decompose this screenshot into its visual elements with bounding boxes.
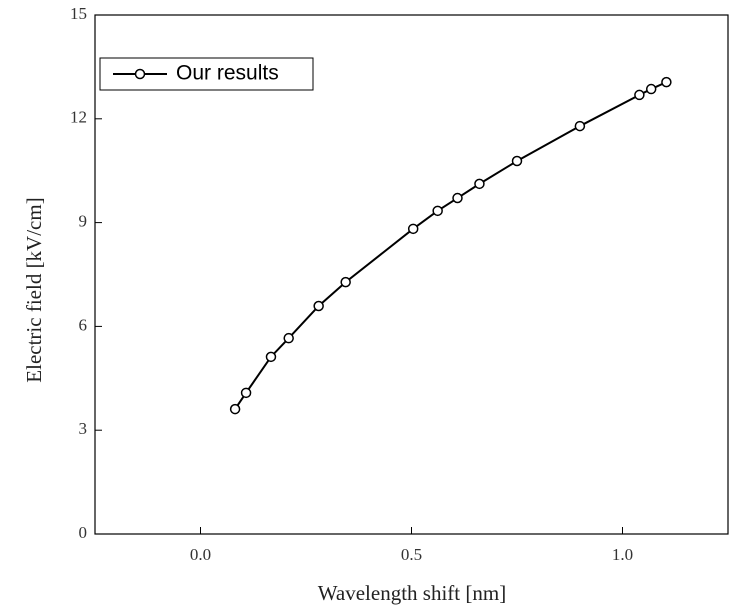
point	[511, 155, 523, 167]
point	[283, 332, 294, 344]
y-tick-label: 3	[79, 419, 88, 438]
point	[634, 89, 645, 101]
x-tick-label: 0.0	[190, 545, 211, 564]
y-axis-label: Electric field [kV/cm]	[22, 197, 46, 382]
point	[229, 403, 241, 415]
legend-marker	[134, 68, 146, 80]
point	[340, 276, 351, 288]
y-tick-label: 12	[70, 108, 87, 127]
point	[661, 76, 672, 88]
plot-frame	[94, 14, 729, 535]
point	[452, 192, 463, 204]
y-tick-label: 6	[79, 315, 88, 334]
line	[234, 81, 667, 410]
point	[313, 300, 324, 312]
point	[265, 351, 277, 363]
y-tick-label: 15	[70, 4, 87, 23]
y-tick-label: 0	[79, 523, 88, 542]
legend-label: Our results	[176, 62, 279, 85]
point	[645, 83, 657, 95]
point	[574, 120, 586, 132]
point	[432, 205, 443, 217]
point	[407, 223, 419, 235]
x-tick-label: 1.0	[612, 545, 633, 564]
x-axis-label: Wavelength shift [nm]	[318, 581, 506, 605]
point	[474, 178, 485, 190]
y-tick-label: 9	[79, 212, 88, 231]
x-tick-label: 0.5	[401, 545, 422, 564]
point	[240, 387, 252, 399]
